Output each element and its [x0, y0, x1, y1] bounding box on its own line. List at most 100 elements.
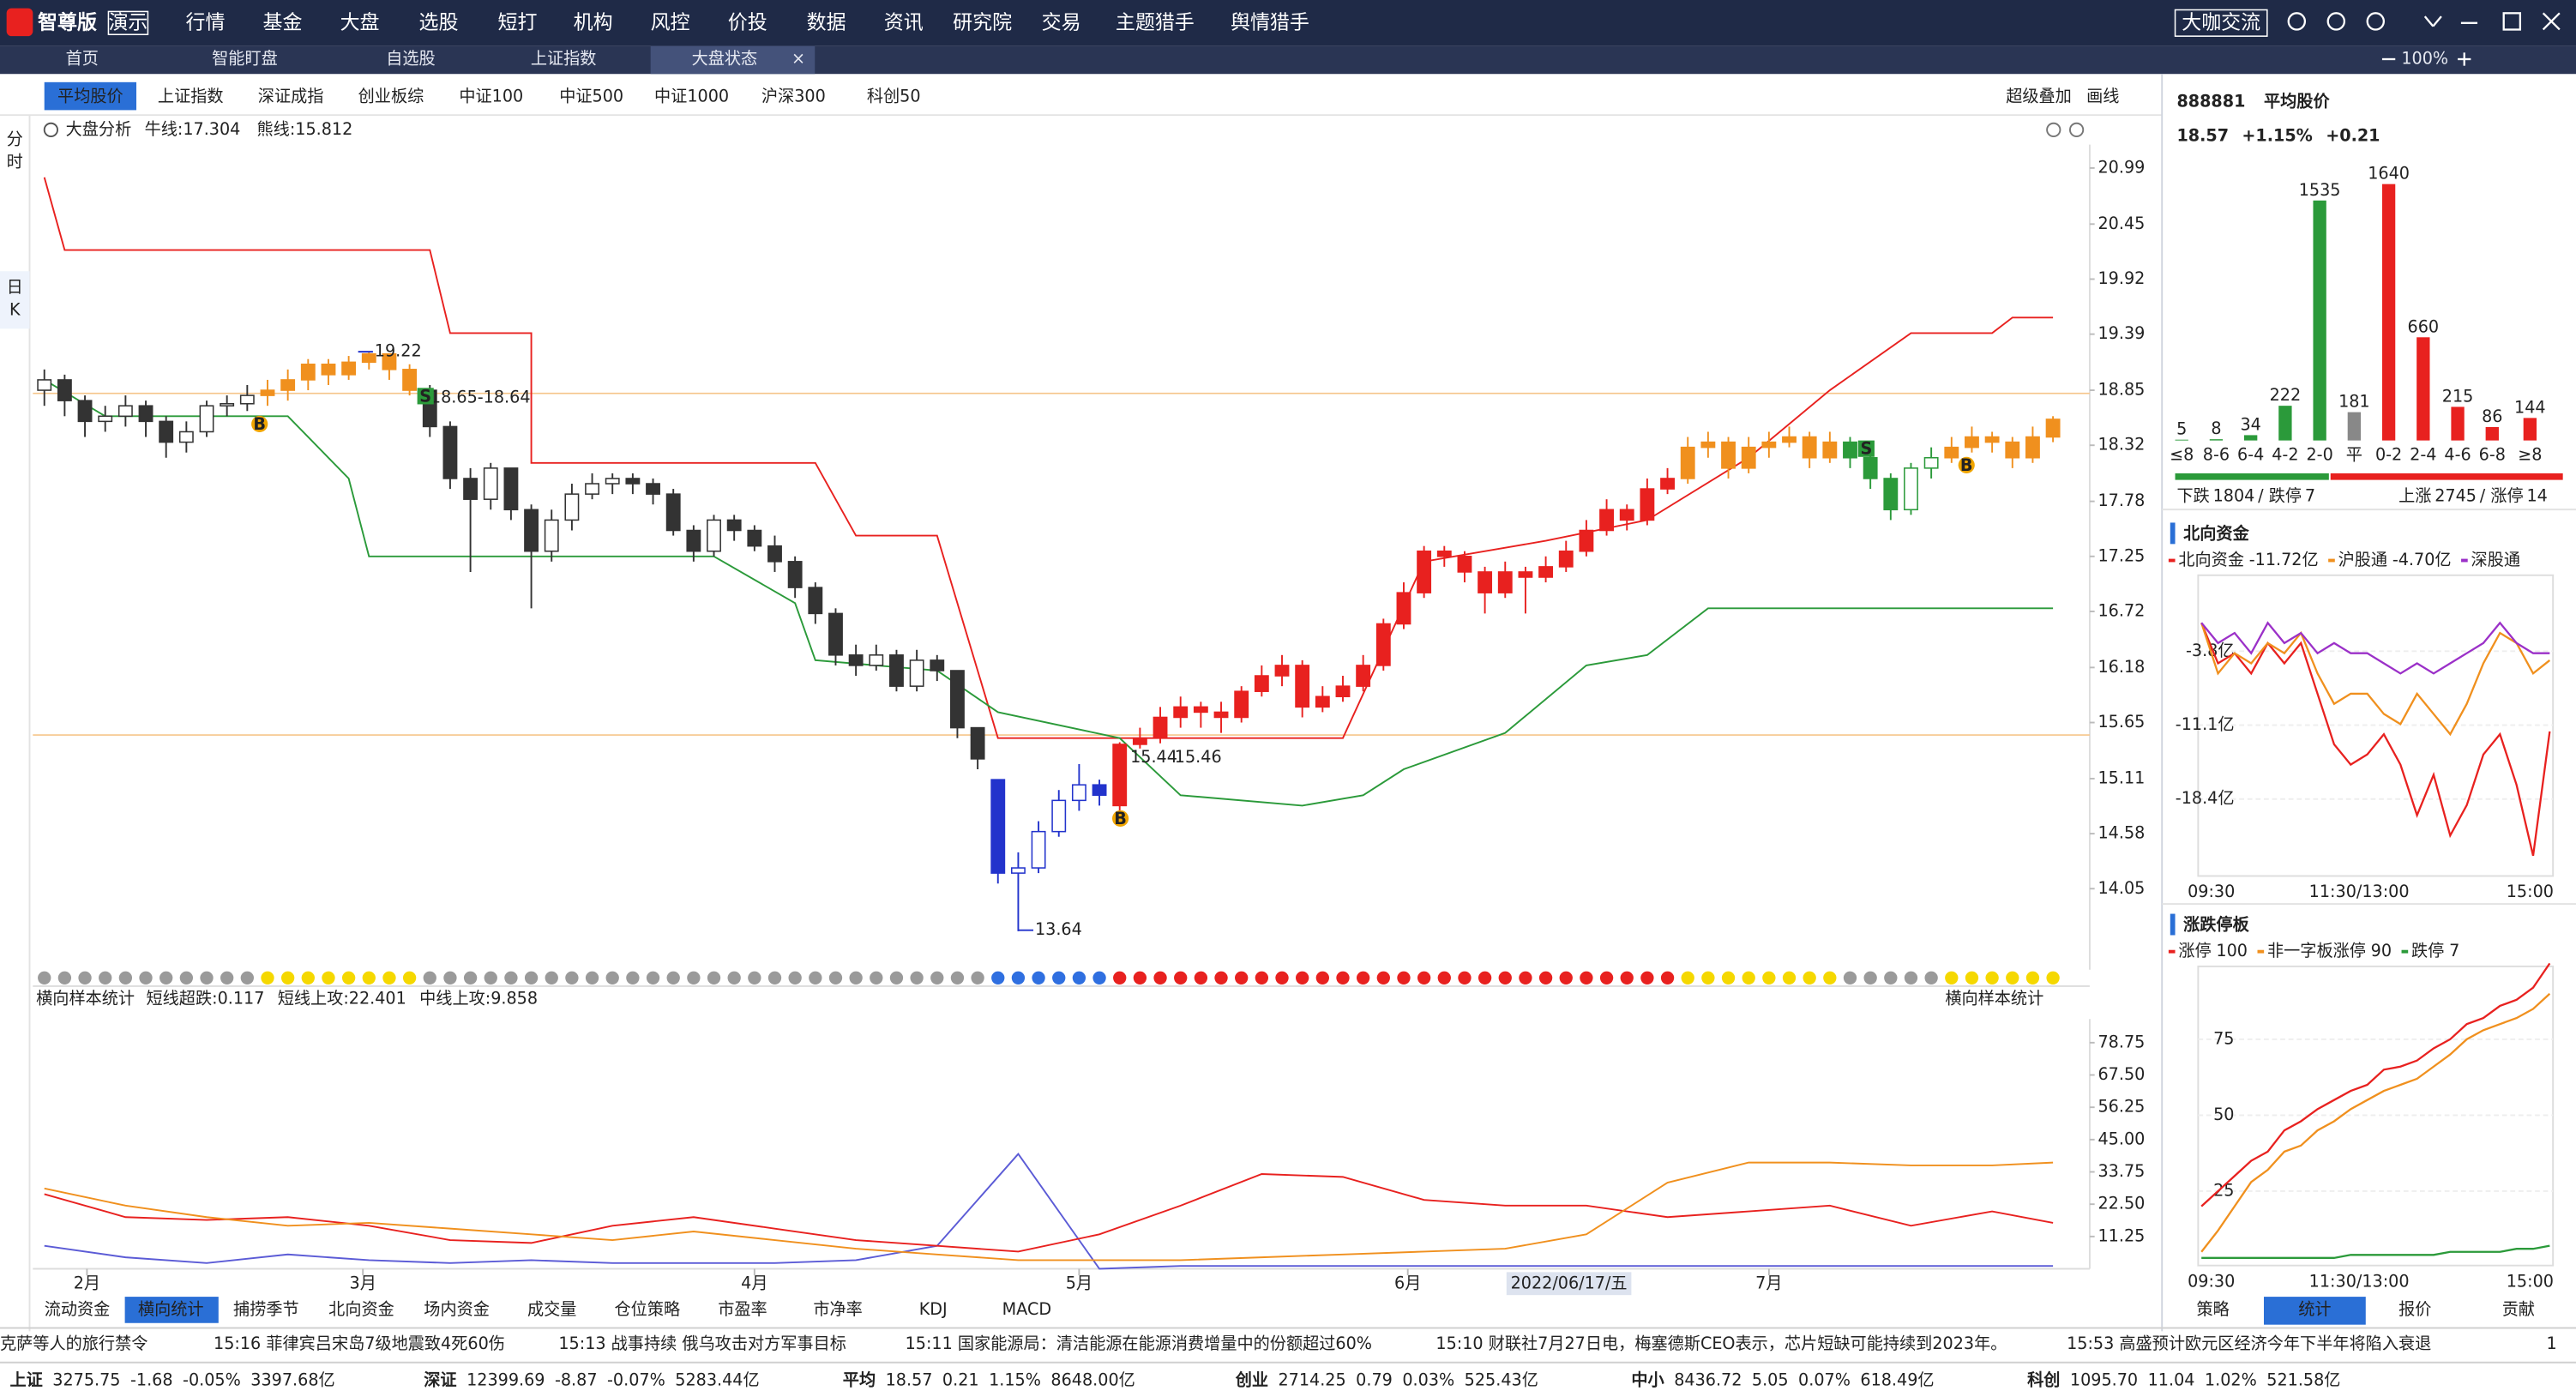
side-tab[interactable]: 分 — [7, 129, 23, 148]
candle-body — [1051, 799, 1067, 833]
index-tab[interactable]: 沪深300 — [761, 87, 826, 106]
index-tab[interactable]: 深证成指 — [258, 87, 324, 106]
state-dot — [687, 971, 701, 985]
index-tab[interactable]: 创业板综 — [358, 87, 424, 106]
candle-body — [1092, 784, 1107, 797]
index-tab[interactable]: 平均股价 — [57, 87, 123, 106]
icon-help[interactable] — [2366, 12, 2385, 31]
index-tab[interactable]: 中证500 — [559, 87, 623, 106]
bar — [2209, 439, 2224, 441]
bottom-tab[interactable]: MACD — [1002, 1299, 1051, 1319]
bottom-tab[interactable]: KDJ — [919, 1299, 948, 1319]
menu-item[interactable]: 短打 — [498, 11, 538, 33]
close-tab[interactable]: × — [791, 48, 805, 68]
right-tab[interactable]: 统计 — [2298, 1299, 2331, 1319]
news-item[interactable]: 克萨等人的旅行禁令 — [0, 1334, 147, 1353]
menu-item[interactable]: 数据 — [807, 11, 846, 33]
side-tab[interactable]: 时 — [7, 152, 23, 172]
x-tick-label: 7月 — [1755, 1273, 1782, 1292]
right-tab[interactable]: 报价 — [2398, 1299, 2431, 1319]
cursor-date: 2022/06/17/五 — [1511, 1273, 1628, 1292]
candle-body — [1295, 665, 1310, 708]
annotation: 15.44 — [1130, 747, 1177, 767]
icon-maximize[interactable] — [2502, 12, 2522, 31]
state-dot — [1640, 971, 1654, 985]
candle-body — [260, 389, 275, 396]
right-tab[interactable]: 策略 — [2196, 1299, 2229, 1319]
state-dot — [1397, 971, 1411, 985]
page-tab[interactable]: 自选股 — [386, 48, 435, 68]
menu-item[interactable]: 机构 — [574, 11, 613, 33]
page-tab[interactable]: 上证指数 — [531, 48, 597, 68]
menu-item[interactable]: 研究院 — [953, 11, 1012, 33]
menu-item[interactable]: 大盘 — [340, 11, 380, 33]
page-tab[interactable]: 智能盯盘 — [212, 48, 278, 68]
state-dot — [1113, 971, 1127, 985]
x-tick-label: 2月 — [74, 1273, 100, 1292]
legend-entry: 涨停 — [2178, 941, 2211, 960]
menu-item[interactable]: 选股 — [419, 11, 459, 33]
bottom-tab[interactable]: 横向统计 — [138, 1299, 204, 1319]
menu-item[interactable]: 价投 — [728, 11, 767, 33]
candle-body — [1660, 478, 1675, 490]
chart-help[interactable] — [2068, 122, 2085, 138]
state-dot — [1965, 971, 1979, 985]
section-title: 涨跌停板 — [2183, 914, 2249, 934]
state-dot — [1559, 971, 1573, 985]
icon-settings[interactable] — [2326, 12, 2346, 31]
news-item[interactable]: 15:53 高盛预计欧元区经济今年下半年将陷入衰退 — [2067, 1334, 2431, 1353]
bottom-tab[interactable]: 市净率 — [813, 1299, 862, 1319]
candle-body — [869, 654, 884, 666]
bottom-tab[interactable]: 成交量 — [527, 1299, 576, 1319]
page-tab[interactable]: 大盘状态 — [692, 48, 758, 68]
index-tab[interactable]: 中证1000 — [654, 87, 729, 106]
index-tab[interactable]: 科创50 — [867, 87, 921, 106]
chart-tool[interactable] — [2046, 122, 2061, 138]
bottom-tab[interactable]: 捕捞季节 — [233, 1299, 299, 1319]
y-tick-label: 50 — [2213, 1105, 2234, 1124]
index-tab[interactable]: 中证100 — [459, 87, 523, 106]
menu-item[interactable]: 风控 — [651, 11, 690, 33]
legend-entry: 熊线:15.812 — [257, 119, 353, 139]
icon-min-a[interactable] — [2423, 15, 2435, 27]
icon-close-b[interactable] — [2542, 12, 2561, 31]
icon-min-b[interactable] — [2432, 15, 2442, 27]
right-tab[interactable]: 贡献 — [2502, 1299, 2535, 1319]
annotation: 13.64 — [1035, 919, 1082, 939]
page-tab[interactable]: 首页 — [66, 48, 99, 68]
side-tab[interactable]: 日 — [7, 277, 23, 297]
menu-item[interactable]: 资讯 — [884, 11, 924, 33]
menu-item[interactable]: 舆情猎手 — [1231, 11, 1309, 33]
candle-body — [1315, 695, 1330, 708]
side-tab[interactable]: K — [9, 300, 21, 320]
draw-button[interactable]: 画线 — [2086, 87, 2119, 106]
state-dot — [707, 971, 721, 985]
rise-stat: 上涨 — [2398, 485, 2431, 505]
news-item[interactable]: 1 — [2547, 1334, 2557, 1353]
y-tick-label: 22.50 — [2098, 1194, 2145, 1213]
menu-item[interactable]: 交易 — [1042, 11, 1081, 33]
chat-button[interactable]: 大咖交流 — [2182, 11, 2260, 33]
overlay-button[interactable]: 超级叠加 — [2006, 87, 2072, 106]
menu-item[interactable]: 行情 — [185, 11, 225, 33]
menu-item[interactable]: 基金 — [263, 11, 303, 33]
news-item[interactable]: 15:16 菲律宾吕宋岛7级地震致4死60伤 — [214, 1334, 505, 1353]
bottom-tab[interactable]: 仓位策略 — [615, 1299, 681, 1319]
bottom-tab[interactable]: 流动资金 — [45, 1299, 111, 1319]
menu-item[interactable]: 主题猎手 — [1116, 11, 1195, 33]
candle-body — [1193, 706, 1208, 714]
index-tab[interactable]: 上证指数 — [158, 87, 224, 106]
news-item[interactable]: 15:13 战事持续 俄乌攻击对方军事目标 — [558, 1334, 846, 1353]
news-item[interactable]: 15:10 财联社7月27日电，梅塞德斯CEO表示，芯片短缺可能持续到2023年… — [1435, 1334, 2007, 1353]
candle-body — [544, 519, 559, 552]
icon-user[interactable] — [2287, 12, 2307, 31]
bottom-tab[interactable]: 场内资金 — [424, 1299, 490, 1319]
bottom-tab[interactable]: 市盈率 — [718, 1299, 767, 1319]
candle-body — [442, 425, 458, 479]
bottom-tab[interactable]: 北向资金 — [328, 1299, 394, 1319]
candle-body — [1904, 467, 1918, 511]
y-tick-label: 45.00 — [2098, 1129, 2145, 1148]
index-value: 2714.25 — [1278, 1370, 1345, 1389]
candle-body — [2045, 418, 2061, 438]
news-item[interactable]: 15:11 国家能源局：清洁能源在能源消费增量中的份额超过60% — [906, 1334, 1372, 1353]
